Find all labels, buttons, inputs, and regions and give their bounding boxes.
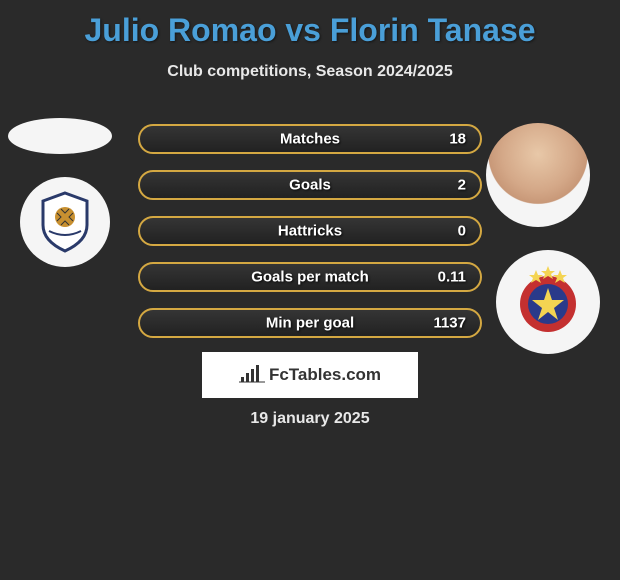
stat-label: Goals <box>289 177 331 194</box>
stat-label: Min per goal <box>266 315 354 332</box>
stat-row: Goals 2 <box>138 170 482 200</box>
player-left-avatar <box>8 118 112 154</box>
player-right-avatar <box>486 123 590 227</box>
star-badge-icon <box>508 260 588 345</box>
watermark: FcTables.com <box>202 352 418 398</box>
date-text: 19 january 2025 <box>250 410 369 428</box>
stat-row: Min per goal 1137 <box>138 308 482 338</box>
stat-label: Goals per match <box>251 269 369 286</box>
watermark-text: FcTables.com <box>269 365 381 385</box>
stat-row: Hattricks 0 <box>138 216 482 246</box>
stat-value: 18 <box>449 131 466 148</box>
club-right-badge <box>496 250 600 354</box>
stat-value: 0.11 <box>438 269 466 286</box>
chart-icon <box>239 363 265 388</box>
stats-container: Matches 18 Goals 2 Hattricks 0 Goals per… <box>138 124 482 354</box>
stat-label: Matches <box>280 131 340 148</box>
club-left-badge <box>20 177 110 267</box>
shield-icon <box>37 191 93 253</box>
stat-value: 2 <box>458 177 466 194</box>
stat-value: 0 <box>458 223 466 240</box>
stat-label: Hattricks <box>278 223 342 240</box>
stat-row: Matches 18 <box>138 124 482 154</box>
page-subtitle: Club competitions, Season 2024/2025 <box>0 63 620 81</box>
stat-row: Goals per match 0.11 <box>138 262 482 292</box>
stat-value: 1137 <box>433 315 466 332</box>
page-title: Julio Romao vs Florin Tanase <box>0 0 620 49</box>
